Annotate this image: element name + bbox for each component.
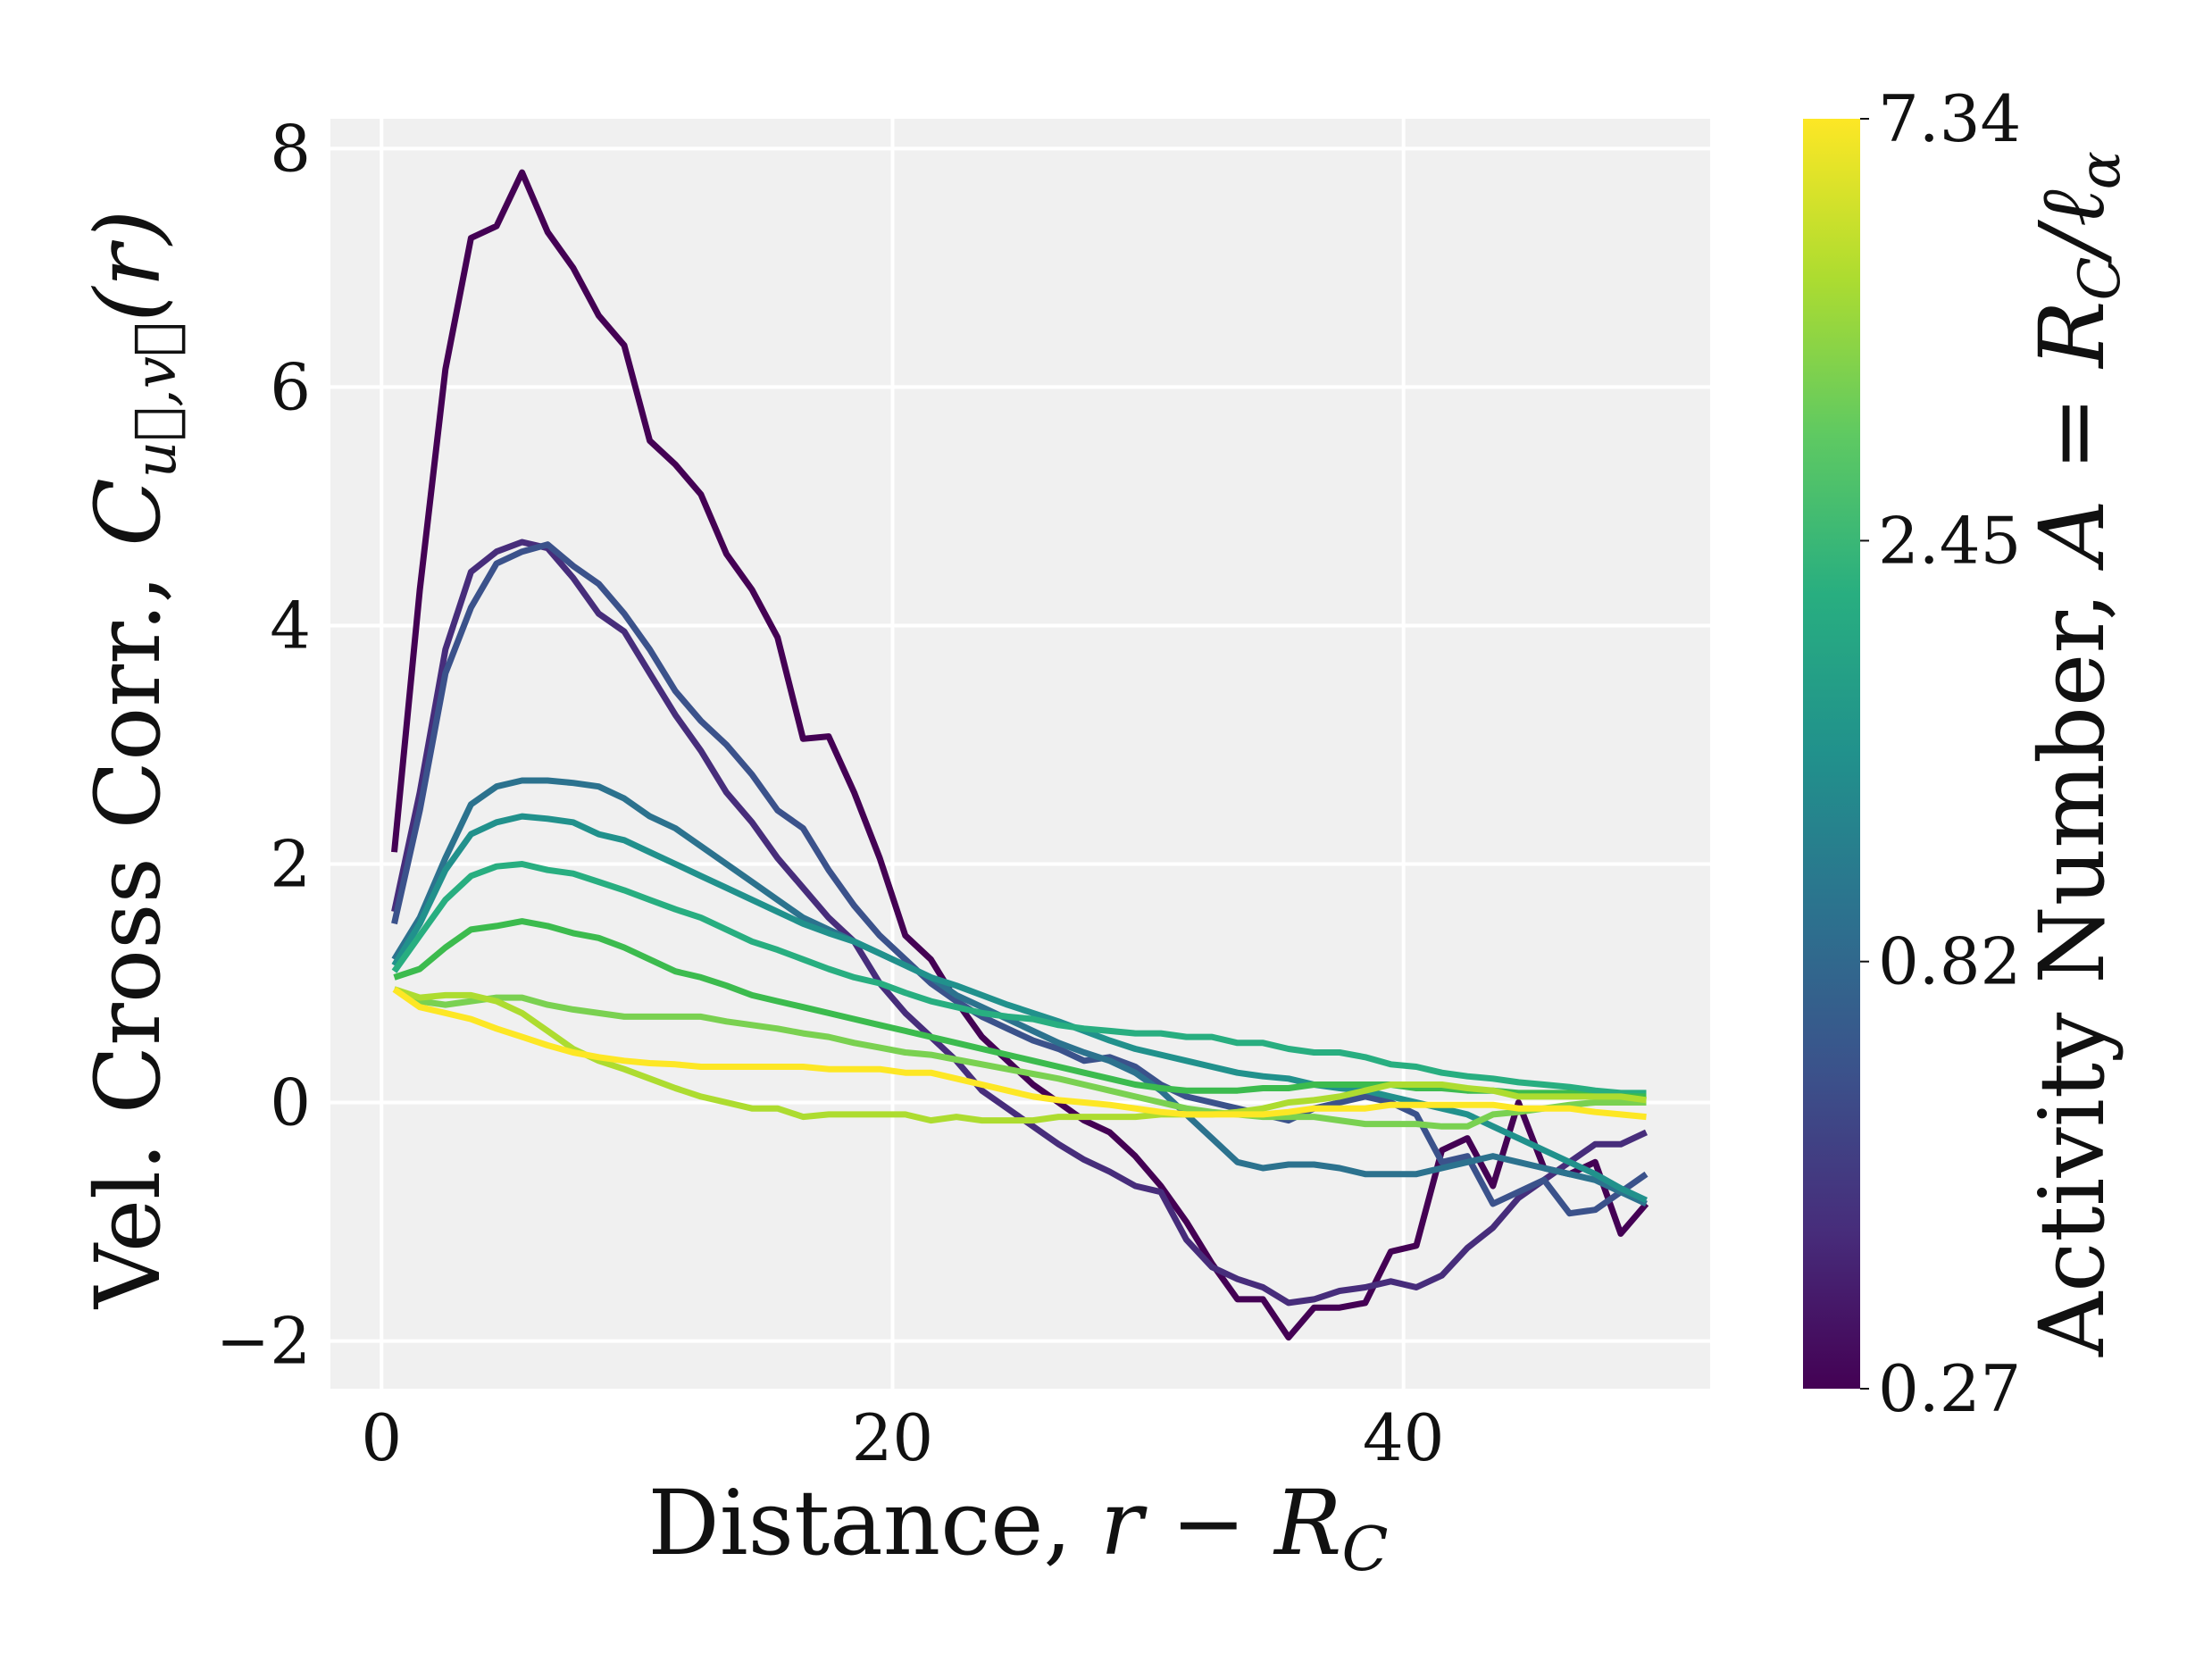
series-line-5 xyxy=(391,861,1647,1097)
colorbar-label-text: Activity Number, xyxy=(2020,564,2124,1357)
y-tick-label: 6 xyxy=(270,349,311,424)
colorbar-label-rest: /ℓ xyxy=(2020,189,2124,264)
colorbar-ticks: 0.27 0.82 2.45 7.34 xyxy=(1860,81,2021,1426)
x-axis-label: Distance, r − RC xyxy=(648,1471,1389,1585)
series-line-3 xyxy=(391,777,1648,1207)
y-axis-label-math: C xyxy=(76,478,180,547)
y-tick-label: 0 xyxy=(270,1065,311,1140)
series-line-7 xyxy=(393,986,1647,1130)
grid xyxy=(330,119,1710,1389)
series-line-2 xyxy=(391,541,1649,1217)
x-tick-label: 40 xyxy=(1363,1400,1445,1475)
colorbar-label: Activity Number, A = RC/ℓα xyxy=(2020,151,2133,1357)
x-axis-label-sub: C xyxy=(1341,1515,1388,1585)
x-axis-label-text: Distance, xyxy=(648,1471,1100,1575)
y-tick-label: −2 xyxy=(216,1304,311,1379)
series-line-8 xyxy=(393,986,1647,1124)
y-axis-label: Vel. Cross Corr., Cu⃗,v⃗(r) xyxy=(76,210,189,1309)
colorbar-tick-label: 7.34 xyxy=(1878,81,2021,156)
y-axis-label-text: Vel. Cross Corr., xyxy=(76,547,180,1309)
series-line-9 xyxy=(392,986,1647,1121)
x-tick-label: 0 xyxy=(361,1400,402,1475)
tick-labels: 0 20 40 −2 0 2 4 6 8 xyxy=(216,111,1445,1475)
colorbar xyxy=(1803,119,1860,1389)
colorbar-label-sub2: α xyxy=(2067,151,2133,189)
y-axis-label-sub: u⃗,v⃗ xyxy=(123,322,189,479)
colorbar-tick-label: 2.45 xyxy=(1878,503,2021,578)
series-line-6 xyxy=(393,918,1647,1100)
y-tick-label: 2 xyxy=(270,827,311,902)
colorbar-label-sub1: C xyxy=(2067,257,2133,301)
y-axis-label-arg: (r) xyxy=(76,210,180,322)
colorbar-tick-label: 0.82 xyxy=(1878,924,2021,999)
series-group xyxy=(391,169,1649,1341)
colorbar-tick-label: 0.27 xyxy=(1878,1351,2021,1426)
colorbar-label-math: A = R xyxy=(2020,301,2124,572)
x-tick-label: 20 xyxy=(852,1400,934,1475)
y-tick-label: 8 xyxy=(270,111,311,186)
y-tick-label: 4 xyxy=(270,588,311,663)
x-axis-label-math: r − R xyxy=(1100,1471,1341,1575)
